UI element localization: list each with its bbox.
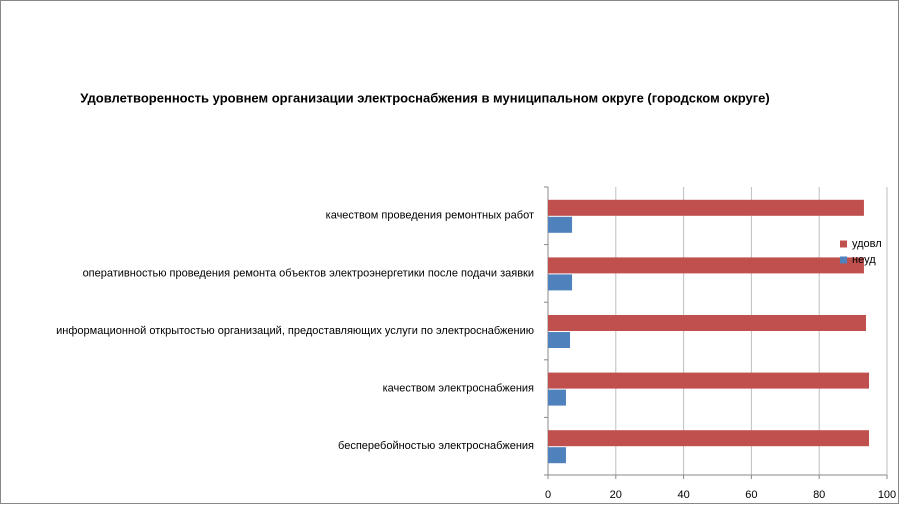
y-tick-label: оперативностью проведения ремонта объект… xyxy=(83,267,534,279)
chart-title: Удовлетворенность уровнем организации эл… xyxy=(80,90,769,105)
bar xyxy=(548,389,566,406)
bar xyxy=(548,216,573,233)
x-tick-label: 40 xyxy=(677,489,689,501)
x-tick-label: 60 xyxy=(745,489,757,501)
bar xyxy=(548,332,571,348)
x-tick-label: 100 xyxy=(878,489,896,501)
bar xyxy=(548,430,870,447)
y-tick-label: бесперебойностью электроснабжения xyxy=(338,440,534,452)
legend-swatch xyxy=(840,256,847,264)
x-tick-label: 80 xyxy=(813,489,825,501)
y-tick-label: информационной открытостью организаций, … xyxy=(56,325,534,337)
bar xyxy=(548,199,864,216)
y-tick-label: качеством электроснабжения xyxy=(383,383,534,395)
bar xyxy=(548,257,864,274)
legend-label: неуд xyxy=(852,254,876,266)
legend-label: удовл xyxy=(852,238,882,250)
bar xyxy=(548,315,866,331)
bar xyxy=(548,372,870,389)
x-tick-label: 20 xyxy=(610,489,622,501)
bar xyxy=(548,447,566,464)
y-tick-label: качеством проведения ремонтных работ xyxy=(326,210,534,222)
x-tick-label: 0 xyxy=(545,489,551,501)
bar xyxy=(548,274,573,291)
legend-swatch xyxy=(840,240,847,248)
